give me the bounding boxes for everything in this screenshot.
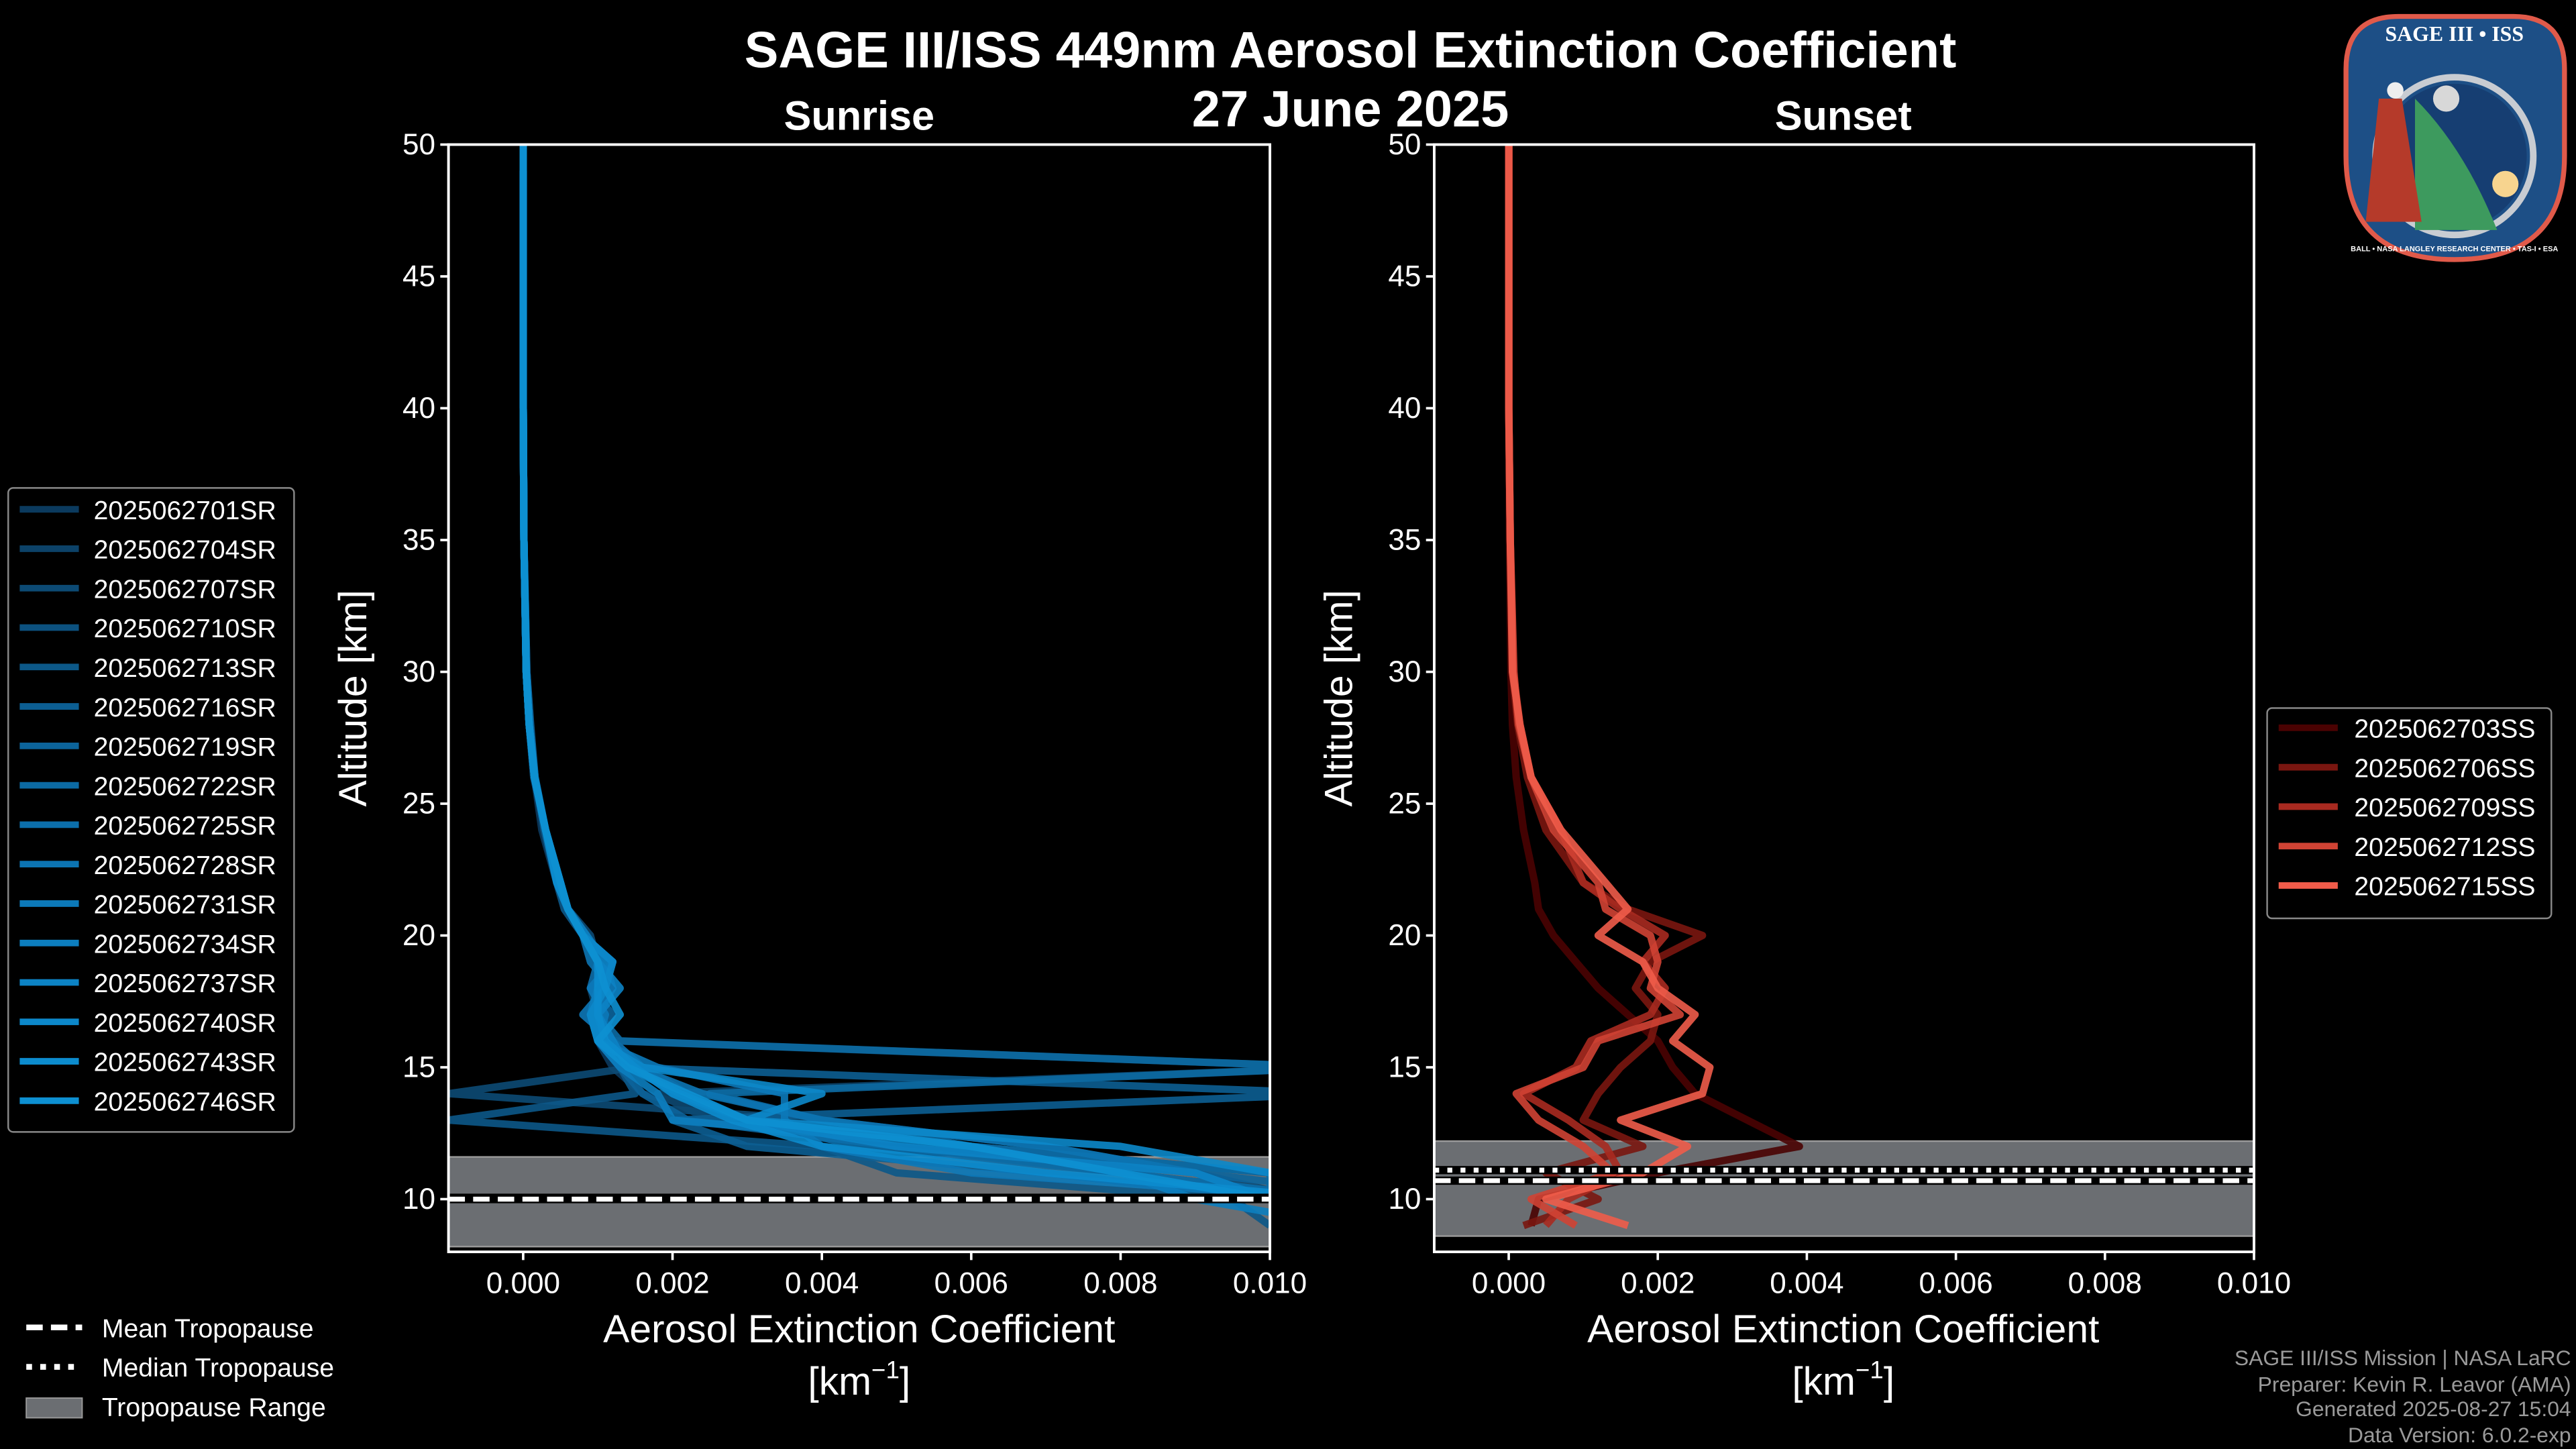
sage-iii-iss-logo: SAGE III • ISS BALL • NASA LANGLEY RESEA… <box>2343 13 2567 262</box>
x-tick-label: 0.004 <box>785 1267 859 1299</box>
y-tick-label: 50 <box>402 128 435 161</box>
profile-line-2025062746SR <box>519 144 1271 1203</box>
x-tick-label: 0.010 <box>2217 1267 2291 1299</box>
legend-frame <box>7 487 295 1133</box>
y-tick-label: 20 <box>1388 919 1421 952</box>
legend-label-2025062709SS: 2025062709SS <box>2354 794 2535 822</box>
plot-area <box>1434 144 2254 1237</box>
subplot-title: Sunset <box>1775 93 1912 138</box>
legend-label-2025062715SS: 2025062715SS <box>2354 873 2535 902</box>
legend-label-2025062703SS: 2025062703SS <box>2354 715 2535 744</box>
sunset-axes: 10 15 20 25 30 35 40 45 50 0.000 0.002 0.004 0.006 0.… <box>1318 93 2553 1403</box>
svg-text:SAGE III • ISS: SAGE III • ISS <box>2385 22 2524 46</box>
tropopause-legend: Mean Tropopause Median Tropopause Tropop… <box>25 1314 334 1422</box>
legend-label-2025062713SR: 2025062713SR <box>94 654 276 683</box>
x-axis-unit-exponent: −1 <box>1856 1356 1884 1384</box>
y-tick-label: 30 <box>1388 655 1421 688</box>
x-axis-unit-base: [km <box>1792 1360 1856 1403</box>
x-axis-unit-end: ] <box>900 1360 910 1403</box>
legend-label-2025062712SS: 2025062712SS <box>2354 833 2535 862</box>
y-axis-label: Altitude [km] <box>1318 590 1361 806</box>
legend-label-2025062725SR: 2025062725SR <box>94 812 276 841</box>
x-axis-unit-end: ] <box>1884 1360 1894 1403</box>
figure-title: SAGE III/ISS 449nm Aerosol Extinction Co… <box>745 21 1957 78</box>
legend-label-2025062737SR: 2025062737SR <box>94 969 276 998</box>
footer-generated: Generated 2025-08-27 15:04 <box>2296 1397 2571 1421</box>
plot-area <box>448 144 1271 1248</box>
sunrise-axes: 10 15 20 25 30 35 40 45 50 0.000 0.002 0.004 0.006 0.… <box>7 93 1307 1403</box>
axes-frame <box>447 143 1272 1254</box>
subplot-title: Sunrise <box>784 93 935 138</box>
x-tick-label: 0.002 <box>1621 1267 1695 1299</box>
y-axis-label: Altitude [km] <box>331 590 375 806</box>
legend-label-2025062743SR: 2025062743SR <box>94 1049 276 1077</box>
x-axis-unit: [km−1] <box>1792 1356 1894 1403</box>
y-tick-label: 45 <box>1388 260 1421 293</box>
footer: SAGE III/ISS Mission | NASA LaRC Prepare… <box>2235 1346 2571 1447</box>
x-axis-label: Aerosol Extinction Coefficient <box>603 1307 1115 1351</box>
y-tick-label: 10 <box>1388 1183 1421 1216</box>
x-tick-label: 0.006 <box>934 1267 1008 1299</box>
legend-label-2025062701SR: 2025062701SR <box>94 496 276 525</box>
y-tick-label: 40 <box>402 392 435 425</box>
footer-version: Data Version: 6.0.2-exp <box>2348 1423 2571 1447</box>
legend-label-2025062710SR: 2025062710SR <box>94 614 276 643</box>
x-tick-label: 0.000 <box>1472 1267 1546 1299</box>
y-tick-label: 25 <box>402 788 435 820</box>
legend-label-2025062706SS: 2025062706SS <box>2354 754 2535 783</box>
y-tick-label: 50 <box>1388 128 1421 161</box>
legend-label-2025062734SR: 2025062734SR <box>94 930 276 959</box>
y-tick-label: 25 <box>1388 788 1421 820</box>
x-axis-label: Aerosol Extinction Coefficient <box>1587 1307 2099 1351</box>
footer-mission: SAGE III/ISS Mission | NASA LaRC <box>2235 1346 2571 1370</box>
x-tick-label: 0.000 <box>486 1267 560 1299</box>
legend-label-2025062719SR: 2025062719SR <box>94 733 276 762</box>
x-axis-unit-base: [km <box>808 1360 871 1403</box>
legend-label-2025062731SR: 2025062731SR <box>94 891 276 920</box>
legend-label-2025062707SR: 2025062707SR <box>94 575 276 604</box>
legend-label-2025062704SR: 2025062704SR <box>94 536 276 565</box>
tropopause-range-swatch <box>25 1397 83 1419</box>
legend-label-2025062722SR: 2025062722SR <box>94 772 276 801</box>
y-tick-label: 15 <box>402 1051 435 1084</box>
y-tick-label: 40 <box>1388 392 1421 425</box>
x-tick-label: 0.006 <box>1919 1267 1992 1299</box>
y-tick-label: 35 <box>402 524 435 557</box>
x-tick-label: 0.004 <box>1770 1267 1843 1299</box>
legend-frame <box>2266 707 2553 920</box>
x-tick-label: 0.002 <box>635 1267 709 1299</box>
legend-label-2025062716SR: 2025062716SR <box>94 694 276 722</box>
legend-label-2025062740SR: 2025062740SR <box>94 1009 276 1038</box>
x-tick-label: 0.008 <box>2068 1267 2142 1299</box>
legend-label-2025062746SR: 2025062746SR <box>94 1088 276 1117</box>
y-tick-label: 35 <box>1388 524 1421 557</box>
x-axis-unit: [km−1] <box>808 1356 910 1403</box>
y-tick-label: 15 <box>1388 1051 1421 1084</box>
y-tick-label: 10 <box>402 1183 435 1216</box>
median-tropopause-label: Median Tropopause <box>102 1354 334 1383</box>
figure-date: 27 June 2025 <box>1192 81 1509 138</box>
y-tick-label: 20 <box>402 919 435 952</box>
axes-frame <box>1433 143 2255 1254</box>
y-tick-label: 30 <box>402 655 435 688</box>
legend-label-2025062728SR: 2025062728SR <box>94 851 276 880</box>
mean-tropopause-label: Mean Tropopause <box>102 1314 314 1343</box>
x-axis-unit-exponent: −1 <box>871 1356 900 1384</box>
svg-text:BALL • NASA LANGLEY RESEARCH C: BALL • NASA LANGLEY RESEARCH CENTER • TA… <box>2351 246 2558 254</box>
y-tick-label: 45 <box>402 260 435 293</box>
footer-preparer: Preparer: Kevin R. Leavor (AMA) <box>2258 1372 2571 1396</box>
x-tick-label: 0.010 <box>1233 1267 1307 1299</box>
series-legend: 2025062701SR 2025062704SR 2025062707SR 2025… <box>7 487 295 1133</box>
profile-line-2025062715SS <box>1505 144 1714 1230</box>
x-tick-label: 0.008 <box>1083 1267 1157 1299</box>
tropopause-range-label: Tropopause Range <box>102 1393 326 1422</box>
series-legend: 2025062703SS 2025062706SS 2025062709SS 2025… <box>2266 707 2553 920</box>
